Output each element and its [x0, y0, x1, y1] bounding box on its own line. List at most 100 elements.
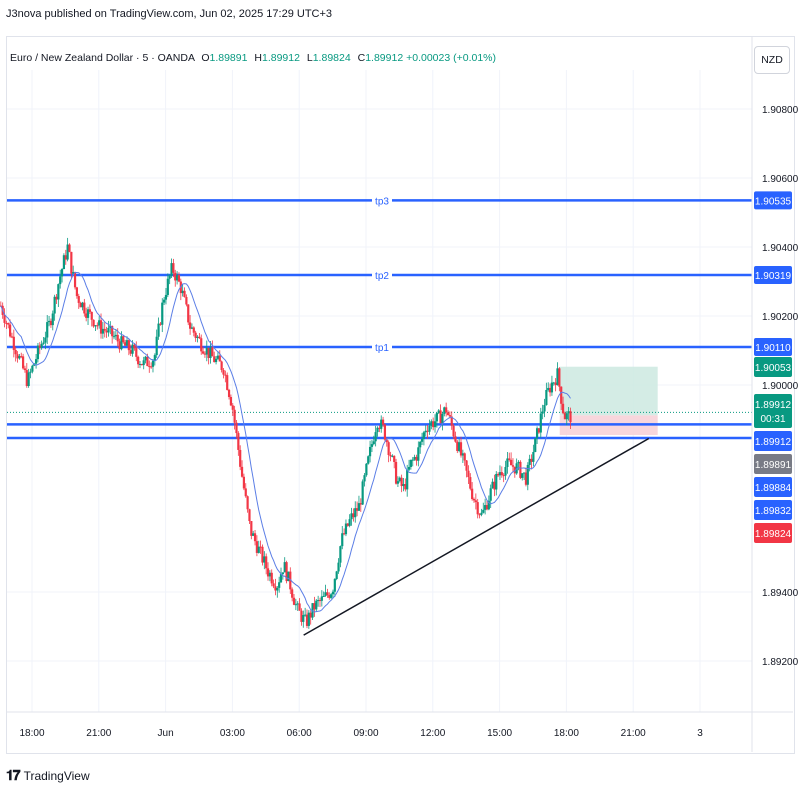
candle-body — [441, 413, 444, 424]
candle-body — [75, 287, 79, 297]
candle-body — [497, 473, 500, 476]
candle-body — [157, 323, 160, 337]
candle-body — [291, 589, 294, 598]
candle-body — [237, 433, 240, 450]
candle-body — [491, 481, 494, 489]
candle-body — [31, 365, 34, 372]
candle-body — [304, 614, 307, 616]
candle-body — [361, 481, 364, 505]
candle-body — [187, 304, 190, 323]
countdown-text: 00:31 — [760, 414, 785, 425]
candle-body — [49, 320, 53, 326]
candle-body — [222, 369, 225, 375]
candle-body — [124, 342, 127, 346]
candle-body — [322, 596, 325, 598]
candle-body — [73, 272, 77, 288]
candle-body — [53, 296, 56, 314]
candle-body — [432, 421, 435, 428]
open-value: 1.89891 — [209, 52, 248, 64]
candle-body — [216, 355, 220, 359]
candle-body — [116, 334, 119, 342]
candle-body — [539, 413, 542, 433]
candle-body — [181, 290, 184, 294]
candle-body — [12, 336, 15, 351]
candle-body — [218, 355, 221, 362]
candle-body — [279, 574, 283, 583]
candle-body — [428, 425, 431, 432]
candle-body — [142, 360, 145, 366]
candle-body — [495, 473, 498, 490]
y-tick-label: 1.90200 — [762, 312, 799, 323]
candle-body — [161, 302, 164, 325]
x-tick-label: Jun — [158, 728, 174, 739]
candle-body — [90, 311, 93, 320]
candle-body — [240, 466, 244, 477]
candle-body — [406, 469, 409, 490]
candle-body — [411, 459, 414, 461]
candle-body — [146, 356, 149, 367]
candle-body — [565, 413, 568, 420]
trendline — [303, 437, 650, 636]
candle-body — [548, 387, 552, 393]
candle-body — [224, 374, 227, 376]
y-tick-label: 1.90800 — [762, 105, 799, 116]
level-badge — [754, 265, 792, 284]
candle-body — [20, 356, 23, 358]
candle-body — [378, 427, 381, 429]
candle-body — [129, 350, 132, 354]
candle-body — [164, 294, 168, 300]
candle-body — [192, 327, 195, 333]
y-tick-label: 1.89200 — [762, 657, 799, 668]
candle-body — [508, 458, 511, 460]
candle-body — [283, 562, 286, 573]
candles — [0, 237, 572, 629]
candle-body — [101, 328, 104, 334]
candle-body — [151, 360, 155, 367]
candle-body — [487, 500, 490, 510]
candle-body — [16, 354, 19, 359]
x-tick-label: 06:00 — [287, 728, 312, 739]
candle-body — [14, 350, 17, 355]
candle-body — [534, 438, 537, 452]
candle-body — [324, 592, 327, 597]
chart-panel[interactable] — [6, 36, 795, 754]
price-badge-text: 1.89884 — [755, 483, 792, 494]
footer-brand[interactable]: 𝟏𝟕 TradingView — [6, 767, 90, 784]
candle-body — [480, 512, 483, 515]
candle-body — [229, 396, 233, 406]
candle-body — [72, 272, 75, 274]
level-label-tp2: tp2 — [375, 271, 389, 282]
candle-body — [137, 356, 140, 365]
candle-body — [359, 503, 362, 505]
candle-body — [198, 336, 201, 339]
candle-body — [226, 375, 229, 390]
price-badge — [754, 477, 792, 497]
candle-body — [46, 322, 49, 338]
price-badge — [754, 523, 792, 543]
candle-body — [107, 327, 110, 333]
candle-body — [558, 368, 561, 387]
candle-body — [27, 372, 30, 387]
candle-body — [489, 488, 492, 501]
candle-body — [502, 475, 505, 477]
candle-body — [85, 313, 88, 318]
candle-body — [59, 276, 62, 285]
candle-body — [391, 455, 394, 457]
candle-body — [25, 370, 28, 387]
candle-body — [463, 453, 466, 461]
candle-body — [535, 428, 539, 439]
candle-body — [465, 460, 468, 471]
candle-body — [389, 455, 392, 457]
candle-body — [506, 458, 509, 467]
candle-body — [354, 508, 357, 518]
candle-body — [510, 459, 513, 466]
candle-body — [517, 461, 520, 464]
candle-body — [317, 600, 320, 602]
candle-body — [393, 455, 396, 462]
candle-body — [343, 533, 346, 535]
currency-button[interactable]: NZD — [754, 46, 790, 74]
candle-body — [153, 355, 156, 361]
candle-body — [419, 441, 422, 448]
candle-body — [81, 302, 84, 308]
